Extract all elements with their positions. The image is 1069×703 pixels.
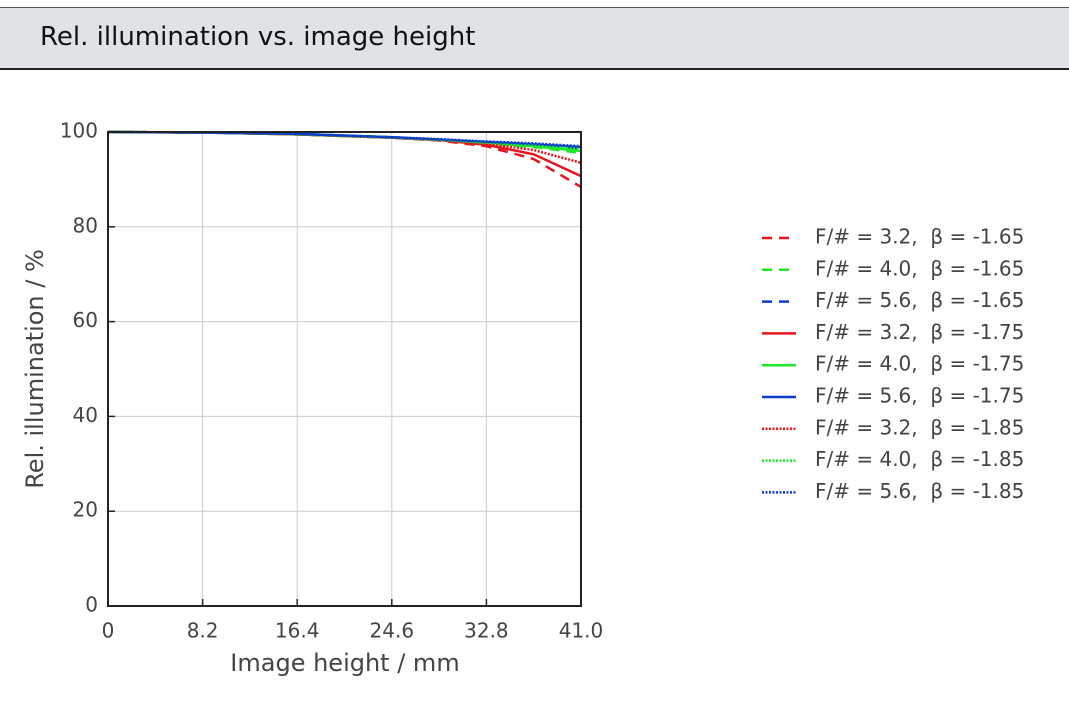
y-tick-label: 100 [60, 119, 98, 143]
plot-frame [107, 131, 582, 607]
line-series [107, 130, 582, 189]
y-tick-label: 60 [73, 308, 98, 332]
legend-label: F/# = 4.0, β = -1.85 [815, 447, 1024, 471]
x-tick-label: 8.2 [187, 619, 219, 643]
y-axis-label: Rel. illumination / % [21, 249, 49, 489]
legend-label: F/# = 4.0, β = -1.75 [815, 352, 1024, 376]
legend-label: F/# = 4.0, β = -1.65 [815, 256, 1024, 280]
legend-label: F/# = 3.2, β = -1.85 [815, 415, 1024, 439]
legend-label: F/# = 5.6, β = -1.85 [815, 479, 1024, 503]
legend-label: F/# = 3.2, β = -1.65 [815, 225, 1024, 249]
x-tick-label: 32.8 [464, 619, 509, 643]
x-tick-label: 41.0 [559, 619, 604, 643]
x-tick-label: 0 [102, 619, 115, 643]
line-series [107, 130, 582, 178]
legend-label: F/# = 3.2, β = -1.75 [815, 320, 1024, 344]
x-tick-label: 24.6 [370, 619, 415, 643]
y-tick-label: 40 [73, 403, 98, 427]
y-tick-label: 0 [85, 593, 98, 617]
x-axis-label: Image height / mm [230, 649, 459, 677]
header: Rel. illumination vs. image height [0, 7, 1069, 70]
legend-label: F/# = 5.6, β = -1.75 [815, 384, 1024, 408]
y-tick-label: 80 [73, 213, 98, 237]
legend-label: F/# = 5.6, β = -1.65 [815, 288, 1024, 312]
chart-title: Rel. illumination vs. image height [40, 22, 476, 52]
y-tick-label: 20 [73, 498, 98, 522]
x-tick-label: 16.4 [275, 619, 320, 643]
